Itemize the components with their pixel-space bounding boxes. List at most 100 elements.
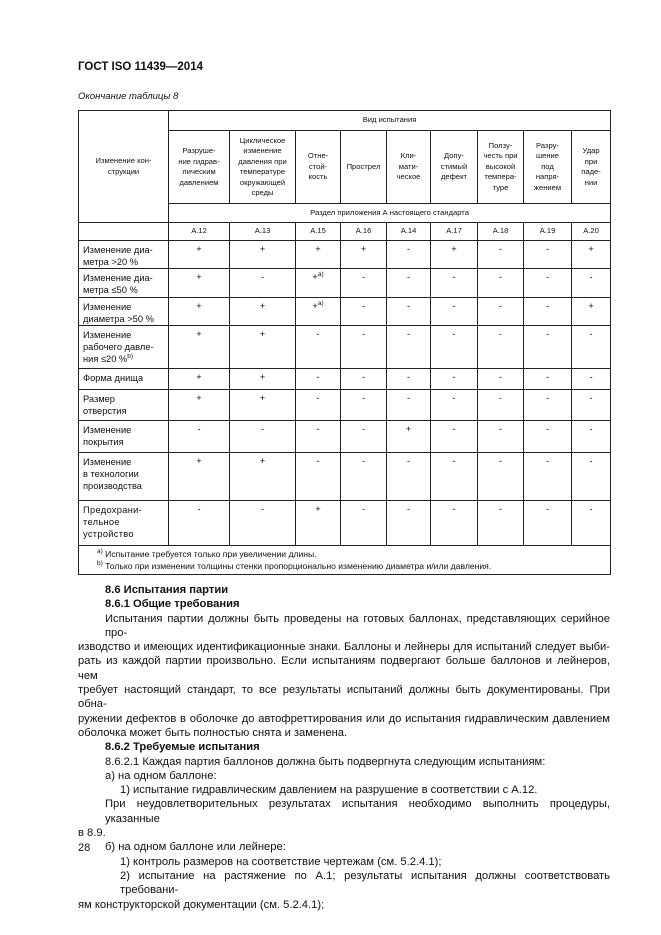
- text-line: 2) испытание на растяжение по А.1; резул…: [120, 869, 610, 897]
- cell-value: +: [259, 372, 266, 382]
- footnote-mark: b): [97, 560, 103, 567]
- cell: -: [229, 500, 296, 546]
- cell: -: [523, 368, 572, 390]
- cell-value: -: [316, 329, 320, 339]
- cell: +: [229, 368, 296, 390]
- section-heading: 8.6 Испытания партии: [78, 583, 610, 597]
- paragraph: 1) контроль размеров на соответствие чер…: [78, 855, 610, 869]
- data-row: Изменение диаметра >50 % + + +a) - - - - - +: [78, 297, 612, 326]
- cell: -: [523, 268, 572, 298]
- text-line: рать из каждой партии произвольно. Если …: [78, 655, 610, 682]
- cell: -: [477, 500, 524, 546]
- cell-value: -: [452, 272, 456, 282]
- paragraph: б) на одном баллоне или лейнере:: [78, 840, 610, 854]
- cell-value: -: [361, 456, 366, 466]
- cell-value: +: [588, 301, 594, 311]
- cell-value: -: [498, 456, 503, 466]
- cell-value: +: [196, 272, 202, 282]
- cell: -: [477, 368, 524, 390]
- cell: -: [430, 368, 478, 390]
- column-header: Кли- мати- ческое: [386, 130, 431, 204]
- cell: -: [340, 452, 387, 501]
- footnote-row: a) Испытание требуется только при увелич…: [77, 545, 612, 575]
- cell: -: [386, 389, 431, 421]
- paragraph: 2) испытание на растяжение по А.1; резул…: [78, 869, 610, 912]
- text-line: ружении дефектов в оболочке до автофретт…: [78, 712, 610, 725]
- column-header: Разруше- ние гидрав- лическим давлением: [168, 130, 230, 204]
- header-row: Разруше- ние гидрав- лическим давлением Ц…: [79, 130, 612, 204]
- column-header: Прострел: [340, 130, 387, 204]
- cell: +: [168, 452, 230, 501]
- cell: -: [430, 325, 478, 369]
- cell-value: +: [315, 504, 321, 514]
- cell-value: +: [196, 244, 202, 254]
- cell-value: +: [196, 372, 202, 382]
- row-label-text: Изменение рабочего давле- ния ≤20 %: [83, 330, 154, 364]
- row-label: Изменение покрытия: [78, 420, 169, 453]
- cell: -: [386, 452, 431, 501]
- cell: +: [570, 297, 612, 326]
- cell: +: [295, 500, 341, 546]
- cell-value: -: [589, 424, 593, 434]
- cell-value: -: [498, 372, 503, 382]
- section-ref: А.19: [523, 222, 572, 241]
- cell-value: -: [316, 393, 320, 403]
- data-row: Предохрани- тельное устройство - - + - - - - - -: [78, 500, 612, 546]
- section-ref: А.16: [340, 222, 387, 241]
- cell-value: -: [452, 424, 456, 434]
- cell-value: -: [545, 301, 550, 311]
- cell-value: +: [360, 244, 367, 254]
- text-line: изводство и имеющих идентификационные зн…: [78, 641, 610, 654]
- footnote: a) Испытание требуется только при увелич…: [97, 548, 610, 560]
- cell-value: -: [498, 504, 503, 514]
- cell: -: [340, 368, 387, 390]
- text-line: 8.6 Испытания партии: [105, 584, 229, 596]
- cell: -: [386, 368, 431, 390]
- cell-value: +: [259, 329, 266, 339]
- cell-value: -: [545, 456, 550, 466]
- cell: -: [295, 420, 341, 453]
- cell: -: [523, 420, 572, 453]
- cell: +: [168, 368, 230, 390]
- cell: -: [477, 325, 524, 369]
- cell-value: -: [452, 393, 456, 403]
- cell-value: +: [259, 393, 266, 403]
- cell-value: +: [451, 244, 457, 254]
- cell-value: -: [361, 272, 366, 282]
- row-label: Изменение диа- метра ≤50 %: [78, 268, 169, 298]
- paragraph: Испытания партии должны быть проведены н…: [78, 612, 610, 741]
- cell-value: -: [406, 329, 411, 339]
- footnote-text: Испытание требуется только при увеличени…: [105, 549, 317, 559]
- cell: -: [430, 268, 478, 298]
- cell: -: [168, 420, 230, 453]
- column-header: Ползу- честь при высокой темпера- туре: [477, 130, 524, 204]
- cell: -: [477, 240, 524, 269]
- text-line: в 8.9.: [78, 827, 106, 840]
- cell: -: [523, 240, 572, 269]
- data-row: Изменение диа- метра ≤50 % + - +a) - - - - - -: [78, 268, 612, 298]
- cell-value: -: [545, 244, 550, 254]
- cell: -: [295, 325, 341, 369]
- cell: -: [477, 389, 524, 421]
- column-header: Разру- шение под напря- жением: [523, 130, 572, 204]
- cell: -: [386, 297, 431, 326]
- cell: -: [430, 389, 478, 421]
- cell: -: [386, 268, 431, 298]
- section-ref: А.12: [168, 222, 230, 241]
- text-line: требует настоящий стандарт, то все резул…: [78, 684, 610, 711]
- row-label: Предохрани- тельное устройство: [78, 500, 169, 546]
- cell: +: [229, 297, 296, 326]
- cell-value: -: [589, 456, 593, 466]
- text-line: а) на одном баллоне:: [105, 769, 217, 782]
- cell-value: -: [452, 329, 456, 339]
- cell-value: -: [361, 372, 366, 382]
- cell-value: -: [545, 504, 550, 514]
- cell-value: -: [361, 424, 366, 434]
- footnote-ref: b): [127, 353, 134, 360]
- cell-value: +: [315, 244, 321, 254]
- row-label: Размер отверстия: [78, 389, 169, 421]
- cell: -: [477, 452, 524, 501]
- row-label-text: Форма днища: [83, 373, 144, 383]
- cell: -: [295, 368, 341, 390]
- body-text: 8.6 Испытания партии 8.6.1 Общие требован…: [78, 583, 610, 912]
